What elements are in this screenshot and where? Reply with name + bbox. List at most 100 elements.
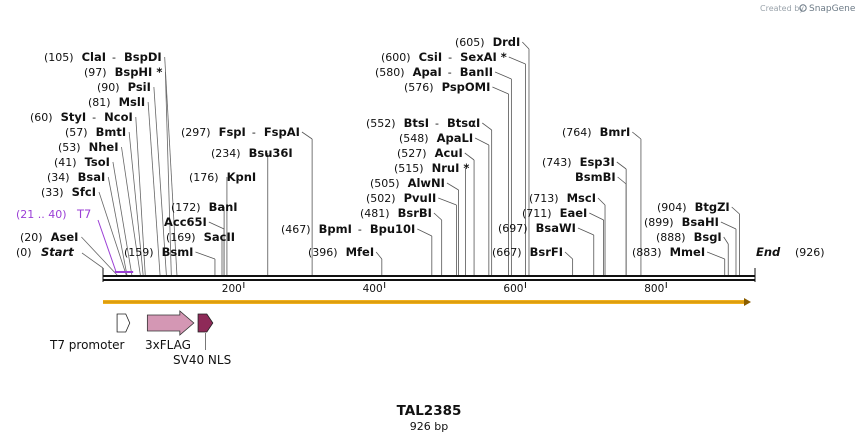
restriction-site[interactable]: (904) BtgZI (657, 200, 730, 214)
restriction-site[interactable]: (20) AseI (20, 230, 78, 244)
site-name[interactable]: ApaI (413, 65, 442, 79)
restriction-site[interactable]: (505) AlwNI (370, 176, 445, 190)
site-name[interactable]: FspAI (264, 125, 300, 139)
restriction-site[interactable]: (711) EaeI (522, 206, 587, 220)
site-name[interactable]: BtgZI (695, 200, 730, 214)
restriction-site[interactable]: (105) ClaI - BspDI (44, 50, 162, 64)
restriction-site[interactable]: (552) BtsI - BtsαI (366, 116, 480, 130)
site-name[interactable]: MmeI (670, 245, 706, 259)
site-name[interactable]: BanI (209, 200, 238, 214)
site-name[interactable]: FspI (219, 125, 246, 139)
site-name[interactable]: BtsI (404, 116, 429, 130)
site-name[interactable]: AcuI (435, 146, 463, 160)
restriction-site[interactable]: (159) BsmI (124, 245, 193, 259)
site-name[interactable]: BmrI (600, 125, 631, 139)
site-name[interactable]: EaeI (560, 206, 588, 220)
restriction-site[interactable]: (57) BmtI (65, 125, 126, 139)
site-name[interactable]: SexAI * (460, 50, 507, 64)
site-name[interactable]: NheI (89, 140, 119, 154)
nls-arrow-icon[interactable] (197, 313, 214, 333)
restriction-site[interactable]: BsmBI (575, 170, 616, 184)
site-name[interactable]: BpmI (319, 222, 352, 236)
site-name[interactable]: PsiI (128, 80, 151, 94)
site-name[interactable]: BmtI (96, 125, 127, 139)
feature-tag[interactable]: 3xFLAG (145, 310, 195, 352)
restriction-site[interactable]: (502) PvuII (366, 191, 436, 205)
flag-arrow-icon[interactable] (146, 310, 195, 336)
site-name[interactable]: SfcI (72, 185, 96, 199)
restriction-site[interactable]: (97) BspHI * (84, 65, 162, 79)
site-name[interactable]: NruI * (432, 161, 470, 175)
site-name[interactable]: BsrBI (398, 206, 432, 220)
primer-t7[interactable] (97, 219, 134, 273)
restriction-site[interactable]: (53) NheI (58, 140, 118, 154)
site-name[interactable]: ApaLI (437, 131, 474, 145)
orf-arrow[interactable] (103, 298, 751, 306)
restriction-site[interactable]: (467) BpmI - Bpu10I (281, 222, 415, 236)
restriction-site[interactable]: (90) PsiI (97, 80, 151, 94)
site-name[interactable]: AlwNI (408, 176, 445, 190)
site-name[interactable]: BsmI (162, 245, 194, 259)
site-name[interactable]: Bpu10I (370, 222, 415, 236)
restriction-site[interactable]: (481) BsrBI (360, 206, 432, 220)
site-name[interactable]: KpnI (227, 170, 257, 184)
restriction-site[interactable]: (172) BanI (171, 200, 238, 214)
restriction-site[interactable]: (176) KpnI (189, 170, 256, 184)
site-name[interactable]: BsaWI (536, 221, 576, 235)
restriction-site[interactable]: (883) MmeI (632, 245, 705, 259)
restriction-site[interactable]: (33) SfcI (41, 185, 96, 199)
restriction-site[interactable]: (548) ApaLI (399, 131, 473, 145)
restriction-site[interactable]: (713) MscI (529, 191, 596, 205)
restriction-site[interactable]: Acc65I (164, 215, 207, 229)
restriction-site[interactable]: (234) Bsu36I (211, 146, 293, 160)
site-name[interactable]: PvuII (404, 191, 437, 205)
restriction-site[interactable]: (576) PspOMI (404, 80, 490, 94)
site-name[interactable]: PspOMI (442, 80, 491, 94)
restriction-site[interactable]: (527) AcuI (397, 146, 463, 160)
site-name[interactable]: Esp3I (580, 155, 615, 169)
restriction-site[interactable]: (169) SacII (166, 230, 235, 244)
restriction-site[interactable]: (743) Esp3I (542, 155, 615, 169)
site-name[interactable]: AseI (51, 230, 79, 244)
restriction-site[interactable]: (34) BsaI (47, 170, 105, 184)
site-name[interactable]: BsaI (78, 170, 106, 184)
site-name[interactable]: TsoI (85, 155, 110, 169)
site-name[interactable]: BanII (460, 65, 493, 79)
site-name[interactable]: SacII (204, 230, 235, 244)
promoter-arrow-icon[interactable] (116, 313, 131, 333)
feature-promoter[interactable]: T7 promoter (49, 313, 131, 352)
site-name[interactable]: BtsαI (447, 116, 480, 130)
site-name[interactable]: Bsu36I (249, 146, 293, 160)
restriction-site[interactable]: (764) BmrI (562, 125, 630, 139)
site-name[interactable]: BsmBI (575, 170, 616, 184)
site-name[interactable]: BsgI (694, 230, 722, 244)
site-name[interactable]: BspDI (124, 50, 162, 64)
site-name[interactable]: ClaI (82, 50, 106, 64)
site-name[interactable]: MscI (567, 191, 596, 205)
site-name[interactable]: MfeI (346, 245, 375, 259)
restriction-site[interactable]: (515) NruI * (394, 161, 469, 175)
restriction-site[interactable]: (41) TsoI (54, 155, 110, 169)
restriction-site[interactable]: (396) MfeI (308, 245, 374, 259)
site-name[interactable]: StyI (61, 110, 87, 124)
restriction-site[interactable]: (600) CsiI - SexAI * (381, 50, 507, 64)
restriction-site[interactable]: (697) BsaWI (498, 221, 576, 235)
restriction-site[interactable]: (60) StyI - NcoI (30, 110, 133, 124)
restriction-site[interactable]: (580) ApaI - BanII (375, 65, 493, 79)
restriction-site[interactable]: (81) MslI (88, 95, 145, 109)
site-name[interactable]: MslI (119, 95, 146, 109)
restriction-site[interactable]: (667) BsrFI (492, 245, 563, 259)
site-name[interactable]: BsrFI (530, 245, 563, 259)
feature-nls[interactable]: SV40 NLS (173, 313, 231, 367)
primer-name[interactable]: T7 (76, 207, 91, 221)
site-name[interactable]: BspHI * (115, 65, 163, 79)
site-name[interactable]: NcoI (104, 110, 133, 124)
restriction-site[interactable]: (888) BsgI (656, 230, 722, 244)
site-name[interactable]: Acc65I (164, 215, 207, 229)
site-name[interactable]: DrdI (493, 35, 521, 49)
restriction-site[interactable]: (297) FspI - FspAI (181, 125, 300, 139)
restriction-site[interactable]: (605) DrdI (455, 35, 520, 49)
restriction-site[interactable]: (899) BsaHI (644, 215, 719, 229)
site-name[interactable]: CsiI (419, 50, 443, 64)
site-name[interactable]: BsaHI (682, 215, 719, 229)
